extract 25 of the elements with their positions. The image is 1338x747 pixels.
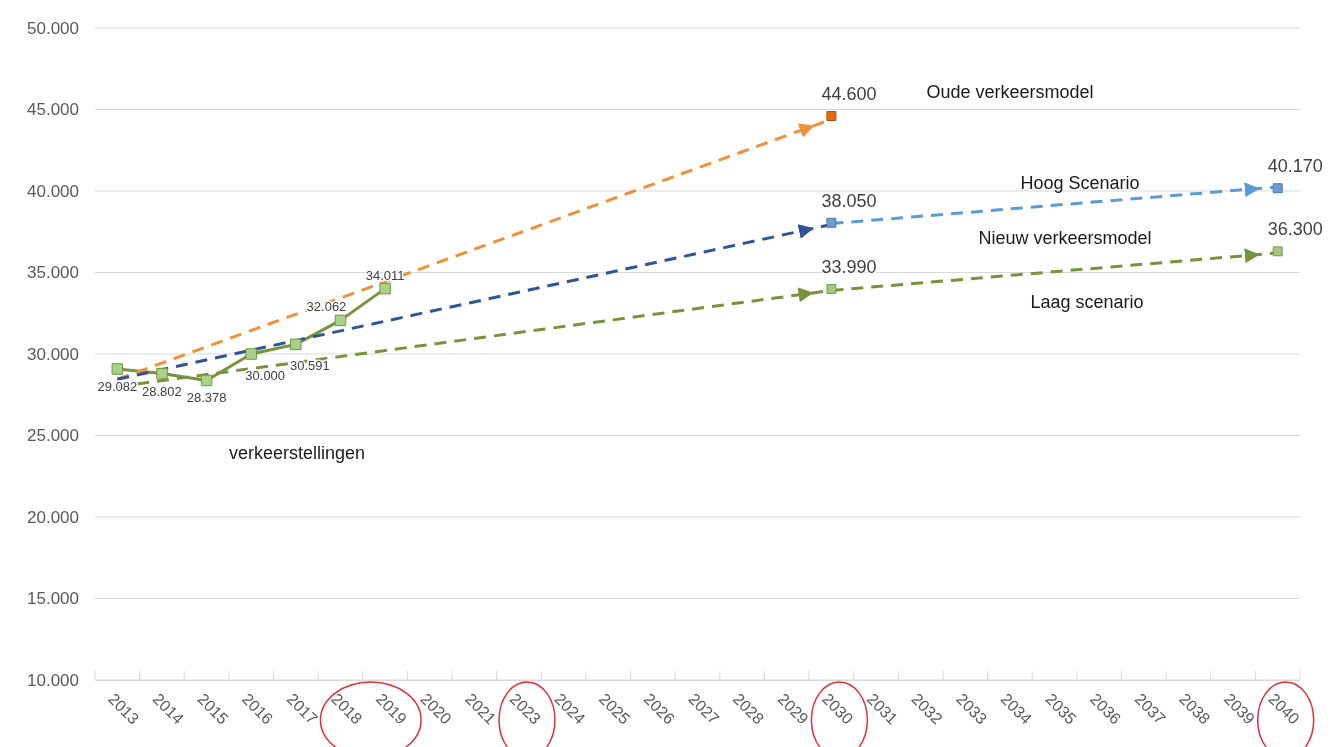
data-label: 38.050	[821, 190, 877, 211]
data-label: 36.300	[1267, 219, 1323, 240]
y-tick-label: 25.000	[27, 426, 79, 446]
data-label: 34.011	[365, 267, 405, 283]
y-tick-label: 50.000	[27, 18, 79, 38]
data-label: 28.802	[142, 383, 182, 399]
y-tick-label: 45.000	[27, 100, 79, 120]
data-label: 44.600	[821, 84, 877, 105]
data-label: 29.082	[97, 378, 138, 394]
annotation: verkeerstellingen	[228, 443, 366, 464]
data-label: 40.170	[1267, 156, 1323, 177]
y-tick-label: 35.000	[27, 263, 79, 283]
annotation: Hoog Scenario	[1020, 173, 1140, 194]
annotation: Laag scenario	[1030, 292, 1144, 313]
data-label: 30.591	[289, 358, 330, 374]
y-tick-label: 30.000	[27, 344, 79, 364]
data-label: 28.378	[186, 390, 227, 406]
data-label: 30.000	[245, 368, 286, 383]
y-tick-label: 15.000	[27, 589, 79, 609]
annotation: Oude verkeersmodel	[926, 82, 1094, 103]
y-tick-label: 40.000	[27, 181, 79, 201]
y-tick-label: 10.000	[27, 670, 79, 690]
annotation: Nieuw verkeersmodel	[978, 228, 1152, 249]
data-label: 33.990	[821, 256, 877, 277]
y-tick-label: 20.000	[27, 507, 79, 527]
